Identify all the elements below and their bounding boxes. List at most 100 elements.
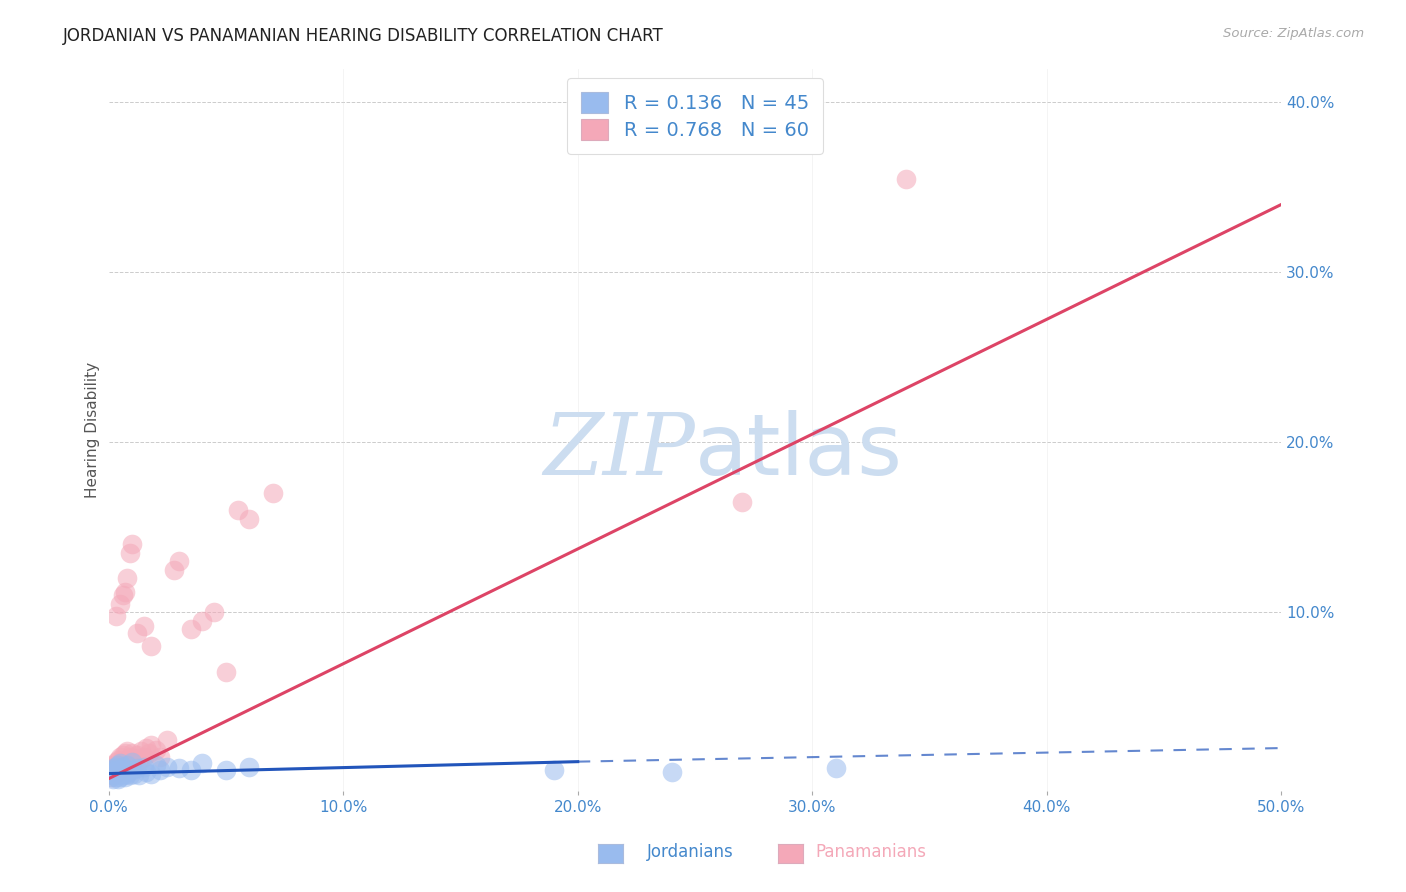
Point — [156, 732, 179, 747]
Point — [104, 761, 127, 775]
Point — [149, 749, 172, 764]
Point — [135, 764, 157, 779]
Point — [118, 768, 141, 782]
Text: JORDANIAN VS PANAMANIAN HEARING DISABILITY CORRELATION CHART: JORDANIAN VS PANAMANIAN HEARING DISABILI… — [63, 27, 664, 45]
Point — [125, 761, 148, 775]
Point — [226, 503, 249, 517]
Point — [104, 608, 127, 623]
Point — [111, 756, 134, 771]
Point — [132, 760, 155, 774]
Point — [139, 766, 162, 780]
Point — [145, 758, 167, 772]
Point — [121, 755, 143, 769]
Point — [202, 605, 225, 619]
Point — [111, 768, 134, 782]
Point — [107, 764, 129, 779]
Point — [107, 764, 129, 779]
Point — [104, 760, 127, 774]
Point — [121, 763, 143, 777]
Point — [118, 756, 141, 771]
Point — [125, 625, 148, 640]
Point — [110, 763, 132, 777]
Point — [110, 749, 132, 764]
Point — [215, 763, 238, 777]
Point — [262, 486, 284, 500]
Point — [110, 763, 132, 777]
Point — [114, 755, 136, 769]
Point — [132, 619, 155, 633]
Point — [104, 755, 127, 769]
Point — [111, 747, 134, 762]
Point — [107, 753, 129, 767]
Point — [167, 554, 190, 568]
Point — [103, 758, 125, 772]
Point — [100, 770, 122, 784]
Point — [110, 770, 132, 784]
Point — [114, 584, 136, 599]
Point — [128, 768, 150, 782]
Point — [138, 746, 160, 760]
Point — [180, 622, 202, 636]
Point — [110, 597, 132, 611]
Point — [100, 760, 122, 774]
Point — [111, 764, 134, 779]
Point — [103, 763, 125, 777]
Point — [125, 747, 148, 762]
Point — [215, 665, 238, 679]
Point — [104, 766, 127, 780]
Point — [107, 760, 129, 774]
Point — [114, 770, 136, 784]
Point — [117, 766, 139, 780]
Point — [111, 588, 134, 602]
Point — [103, 768, 125, 782]
Point — [121, 746, 143, 760]
Text: Jordanians: Jordanians — [647, 843, 734, 861]
Text: ZIP: ZIP — [543, 409, 695, 492]
Point — [131, 744, 153, 758]
Point — [107, 758, 129, 772]
Point — [167, 761, 190, 775]
Point — [100, 766, 122, 780]
Point — [111, 761, 134, 775]
Point — [111, 760, 134, 774]
Point — [114, 760, 136, 774]
Point — [139, 738, 162, 752]
Text: Panamanians: Panamanians — [815, 843, 927, 861]
Point — [128, 753, 150, 767]
Point — [100, 763, 122, 777]
Point — [824, 761, 846, 775]
Point — [121, 537, 143, 551]
Point — [117, 758, 139, 772]
Point — [103, 768, 125, 782]
Point — [894, 172, 917, 186]
Point — [156, 760, 179, 774]
Point — [117, 744, 139, 758]
Text: atlas: atlas — [695, 409, 903, 492]
Point — [191, 614, 214, 628]
Point — [149, 763, 172, 777]
Point — [661, 764, 683, 779]
Point — [135, 741, 157, 756]
Point — [121, 755, 143, 769]
Y-axis label: Hearing Disability: Hearing Disability — [86, 361, 100, 498]
Point — [132, 749, 155, 764]
Point — [118, 546, 141, 560]
Point — [238, 512, 260, 526]
Point — [139, 639, 162, 653]
Point — [107, 772, 129, 786]
Point — [117, 753, 139, 767]
Point — [124, 766, 146, 780]
Point — [124, 751, 146, 765]
Point — [731, 494, 754, 508]
Point — [543, 763, 565, 777]
Point — [100, 766, 122, 780]
Point — [180, 763, 202, 777]
Point — [110, 756, 132, 771]
Legend: R = 0.136   N = 45, R = 0.768   N = 60: R = 0.136 N = 45, R = 0.768 N = 60 — [568, 78, 823, 153]
Text: Source: ZipAtlas.com: Source: ZipAtlas.com — [1223, 27, 1364, 40]
Point — [117, 571, 139, 585]
Point — [145, 743, 167, 757]
Point — [114, 746, 136, 760]
Point — [117, 758, 139, 772]
Point — [118, 749, 141, 764]
